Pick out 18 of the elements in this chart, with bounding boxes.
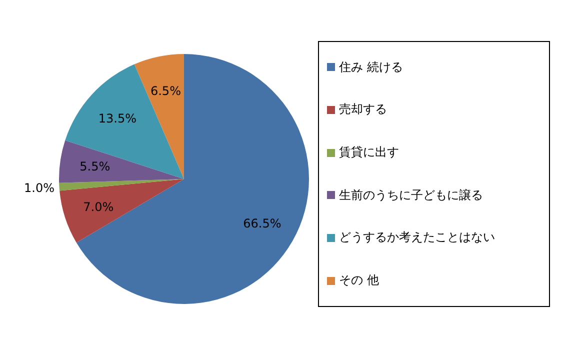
- legend-label: その 他: [339, 272, 379, 290]
- data-label: 66.5%: [243, 216, 282, 231]
- legend-label: 賃貸に出す: [339, 144, 399, 162]
- pie-slice: [60, 179, 184, 243]
- pie-slice: [59, 179, 184, 191]
- data-label: 5.5%: [80, 159, 110, 174]
- legend-label: 売却する: [339, 101, 387, 118]
- legend-label: 住み 続ける: [339, 58, 403, 76]
- legend-label: どうするか考えたことはない: [339, 229, 495, 246]
- legend-label: 生前のうちに子どもに譲る: [339, 186, 483, 204]
- pie-slice: [134, 54, 184, 179]
- pie-slice: [76, 54, 309, 304]
- pie-slice: [59, 140, 184, 183]
- data-label: 6.5%: [150, 84, 181, 98]
- data-label: 1.0%: [24, 181, 55, 196]
- data-label: 13.5%: [98, 111, 136, 126]
- pie-slice: [65, 64, 184, 179]
- data-label: 7.0%: [83, 200, 114, 214]
